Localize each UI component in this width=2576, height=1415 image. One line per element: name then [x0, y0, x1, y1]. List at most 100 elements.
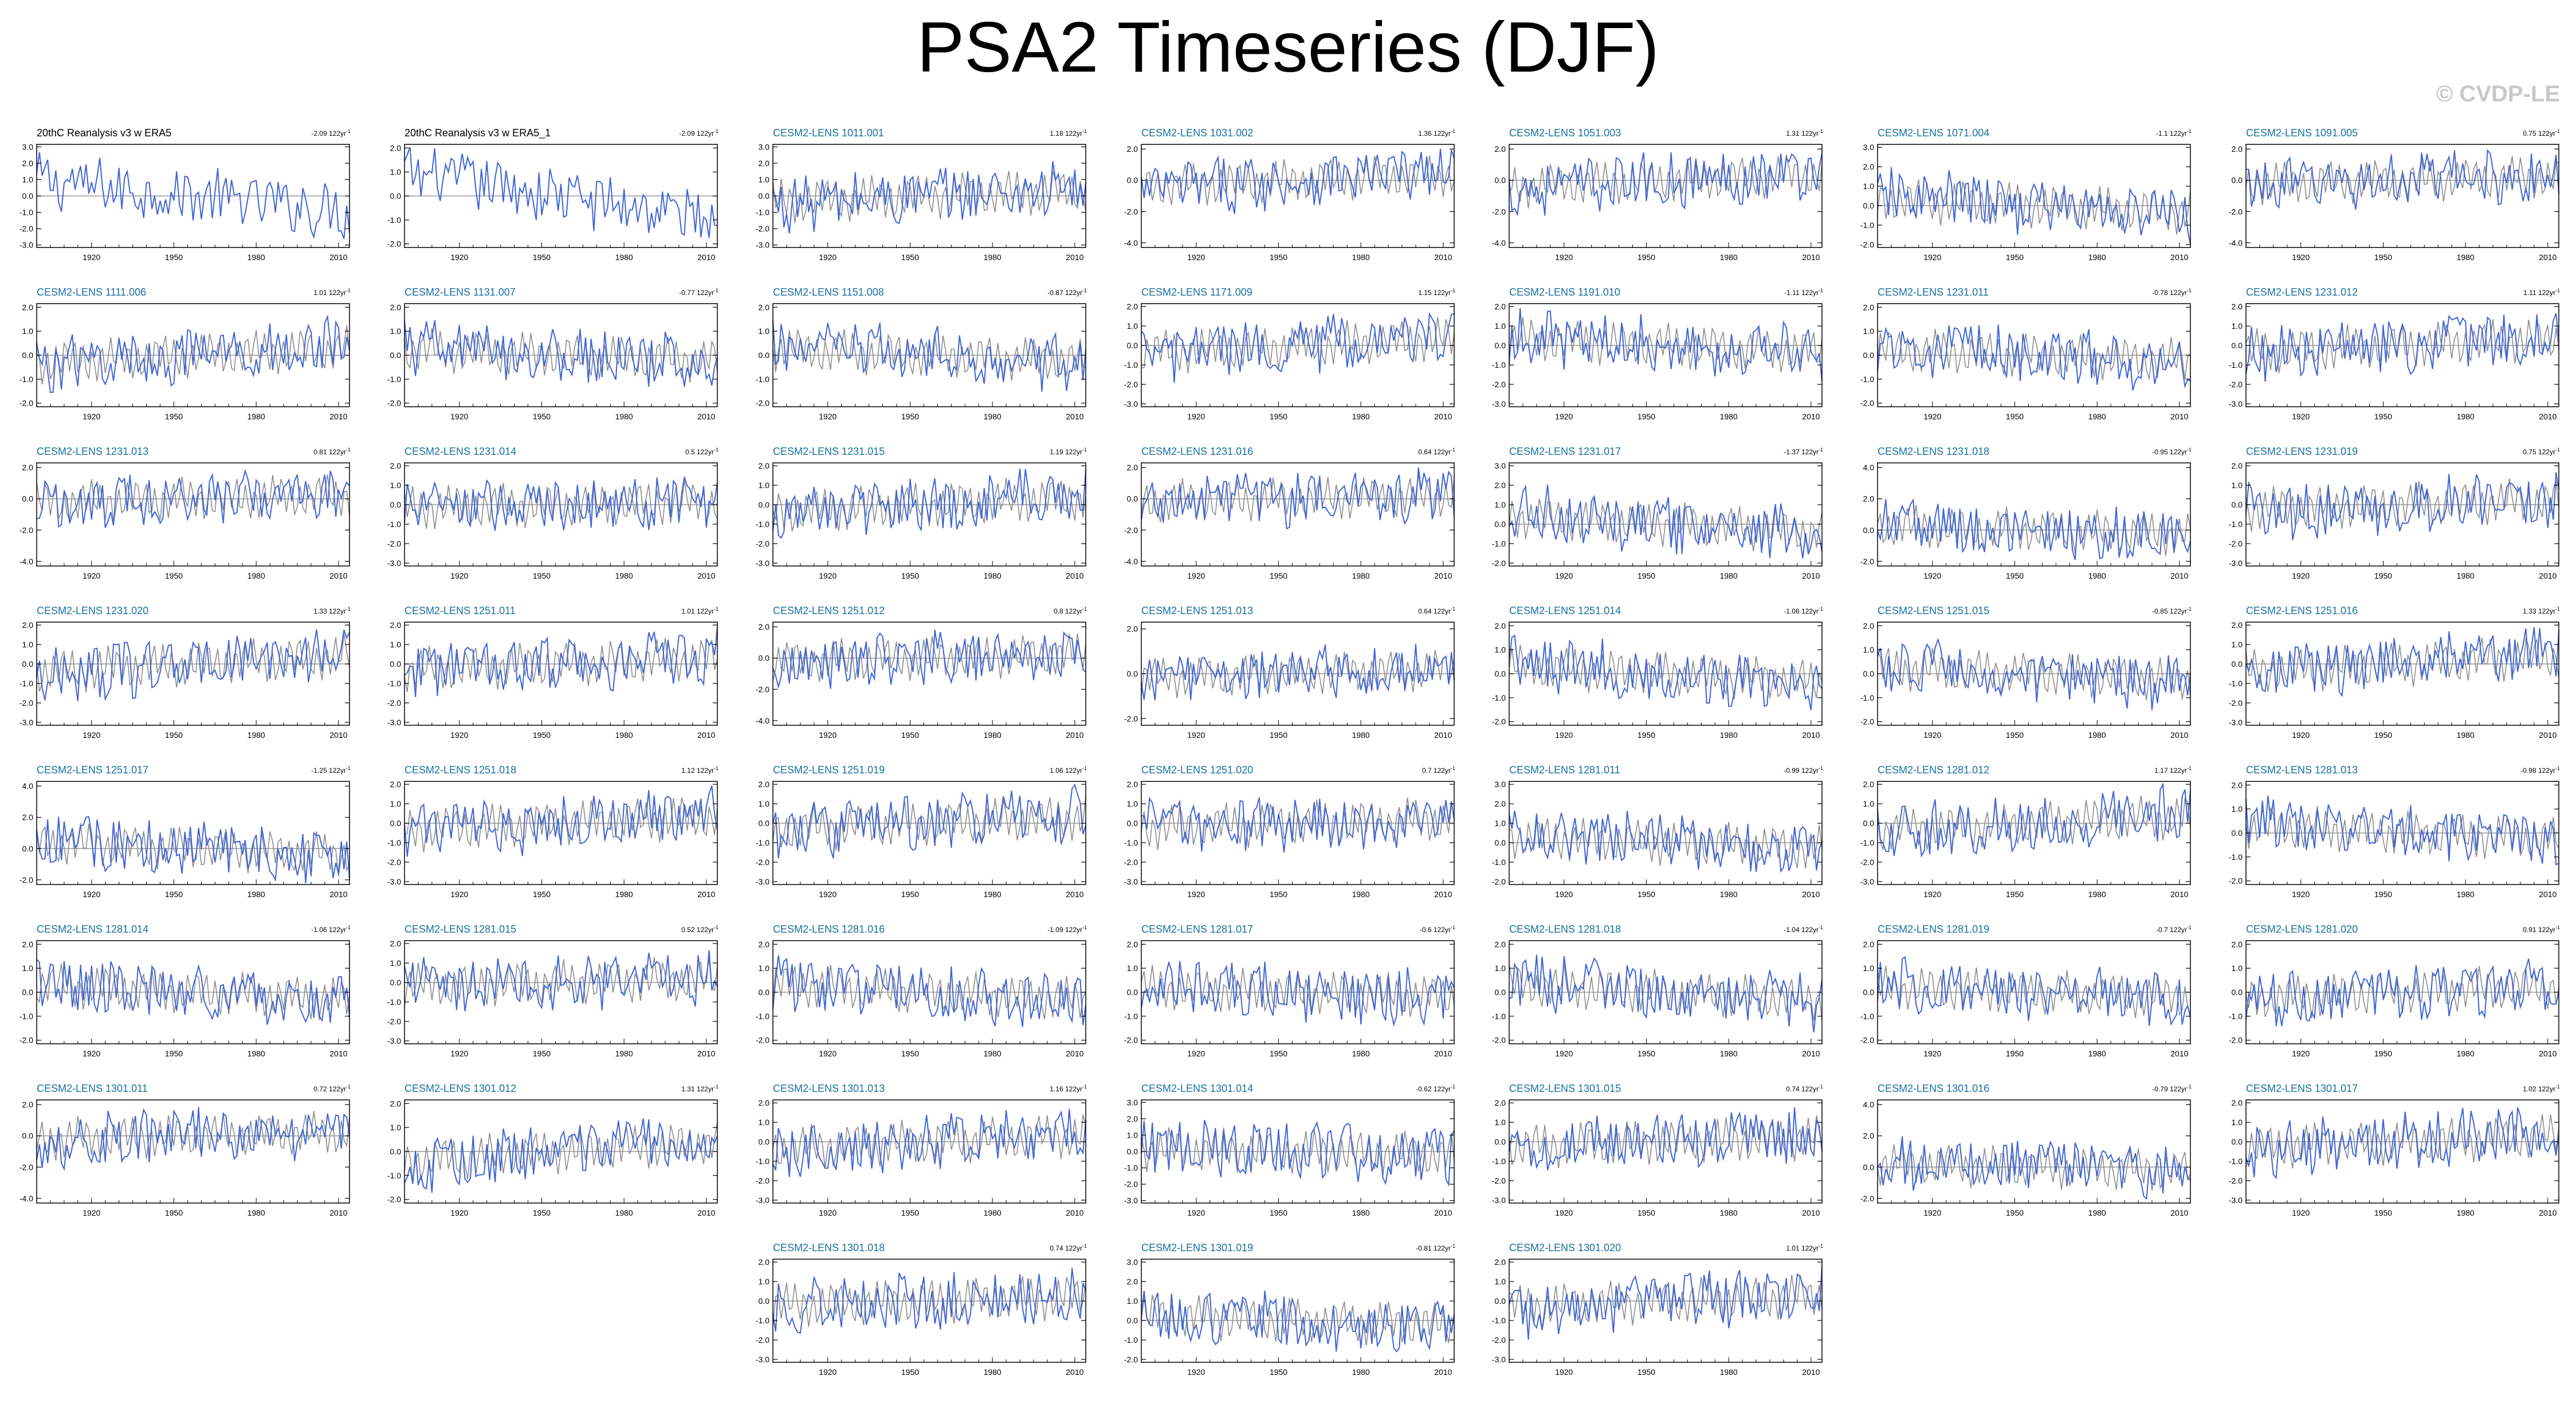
y-tick-label: 0.0	[2232, 1137, 2243, 1146]
y-tick-label: 0.0	[1863, 525, 1875, 534]
x-tick-label: 1920	[1555, 1208, 1573, 1217]
y-tick-label: 0.0	[759, 988, 770, 997]
y-tick-label: -1.0	[2229, 1012, 2243, 1021]
panel-title: CESM2-LENS 1251.018	[405, 764, 517, 776]
series-line-member	[1877, 782, 2191, 858]
y-tick-label: 0.0	[2232, 659, 2243, 669]
x-tick-label: 1920	[450, 890, 468, 899]
series-line-member	[1877, 956, 2191, 1026]
y-tick-label: 2.0	[759, 159, 770, 168]
plot-frame	[2245, 462, 2559, 567]
x-tick-label: 1980	[1352, 1049, 1370, 1058]
panel-plot: 2.0 1.0 0.0 -1.0 -2.0 -3.0 1920 1950 1980 2010	[1860, 780, 2191, 899]
plot-frame	[1509, 462, 1823, 567]
x-tick-label: 1950	[901, 730, 919, 740]
y-tick-label: 0.0	[1863, 988, 1875, 997]
panel-title: CESM2-LENS 1281.019	[1878, 923, 1990, 935]
y-tick-label: -2.0	[387, 858, 401, 867]
series-line-ensemble	[772, 796, 1086, 851]
x-tick-label: 1980	[1352, 571, 1370, 580]
series-line-ensemble	[1877, 329, 2191, 380]
panel-trend: 1.18 122yr-1	[1050, 128, 1087, 137]
panel-plot: 4.0 2.0 0.0 -2.0 1920 1950 1980 2010	[1860, 1099, 2191, 1217]
y-tick-label: 3.0	[1495, 461, 1506, 470]
y-tick-label: -3.0	[19, 241, 33, 250]
y-tick-label: -2.0	[1492, 877, 1506, 886]
y-tick-label: 2.0	[1863, 162, 1875, 171]
y-tick-label: 1.0	[390, 481, 402, 490]
y-tick-label: 2.0	[2232, 620, 2243, 630]
x-tick-label: 1980	[248, 1208, 265, 1217]
plot-frame	[2245, 622, 2559, 726]
series-line-ensemble	[2245, 156, 2559, 206]
timeseries-panel: CESM2-LENS 1281.014 -1.06 122yr-1 2.0 1.0 0.…	[0, 923, 361, 1078]
y-tick-label: 2.0	[1495, 940, 1506, 949]
x-tick-label: 1920	[1923, 571, 1941, 580]
y-tick-label: 0.0	[2232, 988, 2243, 997]
panel-title: CESM2-LENS 1251.015	[1878, 605, 1990, 616]
x-tick-label: 2010	[697, 1208, 715, 1217]
y-tick-label: -3.0	[1492, 1355, 1506, 1364]
y-tick-label: 0.0	[1863, 1162, 1875, 1172]
panel-trend: 1.17 122yr-1	[2154, 765, 2192, 775]
x-tick-label: 1920	[1923, 1208, 1941, 1217]
y-tick-label: 0.0	[2232, 341, 2243, 350]
plot-frame	[36, 1099, 350, 1204]
y-tick-label: 0.0	[390, 500, 402, 509]
series-line-ensemble	[2245, 1114, 2559, 1169]
panel-title: CESM2-LENS 1051.003	[1509, 127, 1621, 139]
panel-trend: 0.64 122yr-1	[1418, 447, 1455, 456]
y-tick-label: -2.0	[2229, 698, 2243, 708]
series-line-member	[772, 630, 1086, 689]
x-tick-label: 1980	[2088, 890, 2106, 899]
series-line-ensemble	[2245, 805, 2559, 859]
x-tick-label: 1920	[450, 1208, 468, 1217]
panel-title: CESM2-LENS 1301.015	[1509, 1083, 1621, 1094]
y-tick-label: -2.0	[19, 399, 33, 408]
x-tick-label: 2010	[1802, 571, 1820, 580]
x-tick-label: 2010	[1802, 890, 1820, 899]
panel-title: CESM2-LENS 1231.016	[1141, 446, 1254, 457]
x-tick-label: 1950	[2374, 1208, 2392, 1217]
y-tick-label: -3.0	[387, 1036, 401, 1045]
x-tick-label: 1950	[1270, 730, 1287, 740]
x-tick-label: 1980	[984, 730, 1002, 740]
watermark: © CVDP-LE	[2436, 81, 2560, 107]
x-tick-label: 1920	[2292, 412, 2310, 421]
y-tick-label: -2.0	[756, 224, 769, 233]
x-tick-label: 1980	[2457, 890, 2475, 899]
panel-plot: 2.0 1.0 0.0 -1.0 -2.0 -3.0 1920 1950 1980 2010	[1492, 302, 1823, 421]
y-tick-label: 2.0	[1495, 1257, 1506, 1267]
y-tick-label: -2.0	[756, 399, 769, 408]
y-tick-label: -1.0	[19, 679, 33, 688]
panel-plot: 2.0 1.0 0.0 -1.0 -2.0 -3.0 1920 1950 1980 2010	[387, 780, 718, 899]
timeseries-panel: CESM2-LENS 1281.017 -0.6 122yr-1 2.0 1.0 0.0…	[1105, 923, 1466, 1078]
y-tick-label: 2.0	[2232, 302, 2243, 311]
x-tick-label: 1920	[1923, 253, 1941, 262]
plot-frame	[772, 622, 1086, 726]
plot-frame	[1877, 144, 2191, 248]
y-tick-label: 1.0	[759, 799, 770, 808]
panel-title: CESM2-LENS 1251.011	[405, 605, 516, 616]
x-tick-label: 1950	[165, 1208, 183, 1217]
x-tick-label: 1920	[83, 890, 100, 899]
panel-title: CESM2-LENS 1281.018	[1509, 923, 1621, 935]
y-tick-label: 1.0	[390, 640, 402, 649]
panel-trend: -0.95 122yr-1	[2152, 447, 2192, 456]
y-tick-label: -2.0	[2229, 1176, 2243, 1185]
x-tick-label: 1980	[248, 730, 265, 740]
series-line-member	[36, 152, 350, 239]
x-tick-label: 1950	[1270, 1208, 1287, 1217]
series-line-ensemble	[772, 1276, 1086, 1327]
panel-trend: -0.62 122yr-1	[1416, 1084, 1455, 1093]
x-tick-label: 1920	[1555, 253, 1573, 262]
panel-trend: 0.91 122yr-1	[2523, 925, 2560, 934]
panel-title: CESM2-LENS 1301.012	[405, 1083, 517, 1094]
plot-frame	[1141, 303, 1455, 407]
y-tick-label: -1.0	[756, 1316, 769, 1325]
plot-frame	[404, 940, 718, 1044]
panel-plot: 2.0 1.0 0.0 -1.0 -2.0 1920 1950 1980 2010	[1124, 940, 1455, 1058]
y-tick-label: 3.0	[1127, 1098, 1138, 1107]
x-tick-label: 1980	[248, 253, 265, 262]
timeseries-panel: CESM2-LENS 1251.018 1.12 122yr-1 2.0 1.0 0.0…	[368, 764, 729, 919]
